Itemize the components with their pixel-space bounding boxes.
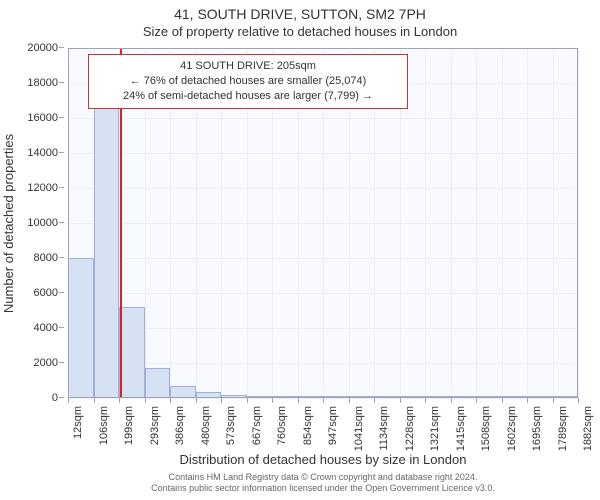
x-tick-label: 12sqm	[72, 406, 84, 439]
x-tick-mark	[323, 398, 324, 403]
x-tick-mark	[425, 398, 426, 403]
plot-background	[68, 48, 578, 398]
x-tick-label: 1415sqm	[455, 406, 467, 451]
y-axis-label-text: Number of detached properties	[2, 133, 17, 312]
x-tick-label: 854sqm	[302, 406, 314, 445]
y-tick-mark	[59, 292, 64, 293]
x-tick-mark	[553, 398, 554, 403]
y-axis-label: Number of detached properties	[0, 48, 18, 398]
x-tick-label: 199sqm	[123, 406, 135, 445]
x-tick-mark	[527, 398, 528, 403]
x-tick-mark	[221, 398, 222, 403]
x-tick-label: 1134sqm	[378, 406, 390, 450]
y-tick-label: 12000	[20, 182, 58, 194]
x-tick-mark	[170, 398, 171, 403]
y-tick-mark	[59, 117, 64, 118]
y-tick-mark	[59, 397, 64, 398]
chart-subtitle: Size of property relative to detached ho…	[0, 24, 600, 39]
footer-line-1: Contains HM Land Registry data © Crown c…	[68, 472, 578, 483]
x-tick-mark	[298, 398, 299, 403]
x-tick-label: 1321sqm	[429, 406, 441, 451]
x-axis-ticks: 12sqm 106sqm 199sqm 293sqm 386sqm 480sqm 573sq…	[68, 398, 578, 458]
y-tick-label: 0	[20, 392, 58, 404]
gridline-v	[578, 48, 579, 398]
y-tick-mark	[59, 362, 64, 363]
x-tick-label: 667sqm	[251, 406, 263, 445]
y-tick-label: 2000	[20, 357, 58, 369]
y-tick-label: 18000	[20, 77, 58, 89]
chart-footer: Contains HM Land Registry data © Crown c…	[68, 472, 578, 495]
x-tick-mark	[578, 398, 579, 403]
x-tick-mark	[476, 398, 477, 403]
x-tick-label: 1695sqm	[531, 406, 543, 451]
x-tick-mark	[374, 398, 375, 403]
y-tick-mark	[59, 152, 64, 153]
y-tick-label: 8000	[20, 252, 58, 264]
x-tick-mark	[502, 398, 503, 403]
x-tick-label: 1602sqm	[506, 406, 518, 451]
y-tick-mark	[59, 222, 64, 223]
x-axis-label: Distribution of detached houses by size …	[68, 452, 578, 467]
x-tick-mark	[451, 398, 452, 403]
x-tick-mark	[119, 398, 120, 403]
x-tick-label: 947sqm	[327, 406, 339, 445]
x-tick-mark	[145, 398, 146, 403]
y-axis-ticks: 0200040006000800010000120001400016000180…	[20, 48, 64, 398]
x-tick-label: 1789sqm	[557, 406, 569, 451]
x-tick-label: 293sqm	[149, 406, 161, 445]
x-tick-mark	[94, 398, 95, 403]
footer-line-2: Contains public sector information licen…	[68, 483, 578, 494]
x-tick-mark	[196, 398, 197, 403]
x-tick-label: 1228sqm	[404, 406, 416, 451]
y-tick-mark	[59, 257, 64, 258]
x-tick-mark	[247, 398, 248, 403]
x-tick-label: 760sqm	[276, 406, 288, 445]
y-tick-mark	[59, 47, 64, 48]
x-tick-mark	[68, 398, 69, 403]
y-tick-mark	[59, 187, 64, 188]
y-tick-label: 4000	[20, 322, 58, 334]
y-tick-label: 14000	[20, 147, 58, 159]
y-tick-label: 10000	[20, 217, 58, 229]
y-tick-label: 6000	[20, 287, 58, 299]
y-tick-mark	[59, 327, 64, 328]
x-tick-label: 1882sqm	[582, 406, 594, 451]
x-tick-mark	[272, 398, 273, 403]
x-tick-label: 1508sqm	[480, 406, 492, 451]
histogram-chart: 41, SOUTH DRIVE, SUTTON, SM2 7PH Size of…	[0, 0, 600, 500]
x-tick-mark	[400, 398, 401, 403]
x-tick-label: 106sqm	[98, 406, 110, 445]
x-tick-label: 573sqm	[225, 406, 237, 445]
x-tick-mark	[349, 398, 350, 403]
plot-area: 41 SOUTH DRIVE: 205sqm← 76% of detached …	[68, 48, 578, 398]
y-tick-label: 20000	[20, 42, 58, 54]
y-tick-label: 16000	[20, 112, 58, 124]
x-tick-label: 480sqm	[200, 406, 212, 445]
x-tick-label: 1041sqm	[353, 406, 365, 451]
x-tick-label: 386sqm	[174, 406, 186, 445]
chart-title: 41, SOUTH DRIVE, SUTTON, SM2 7PH	[0, 6, 600, 22]
y-tick-mark	[59, 82, 64, 83]
